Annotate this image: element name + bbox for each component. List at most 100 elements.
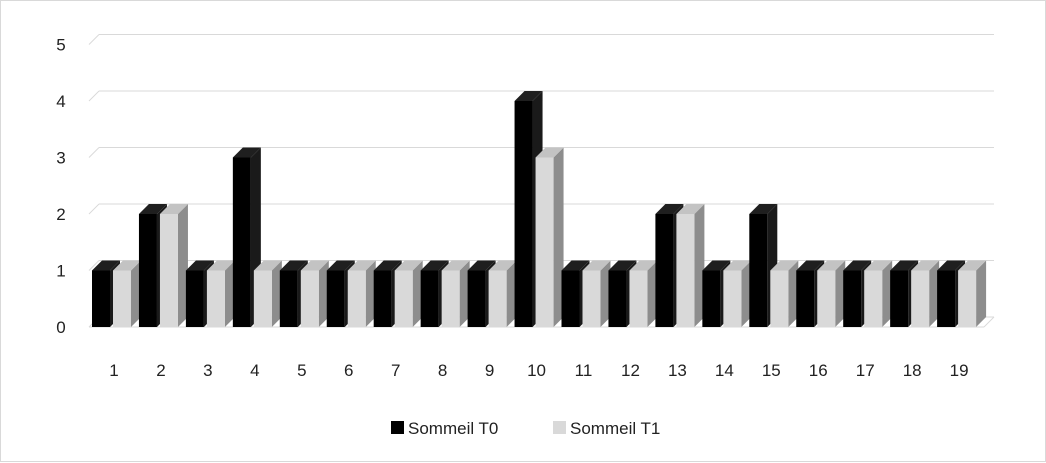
bar	[864, 260, 893, 327]
bar-front	[185, 270, 204, 327]
x-tick-label: 19	[950, 361, 969, 380]
bar-top	[864, 260, 893, 271]
bar	[817, 260, 846, 327]
bar-top	[232, 147, 261, 158]
bar-side	[835, 260, 846, 327]
bar-top	[770, 260, 799, 271]
bar-side	[365, 260, 376, 327]
bar-front	[911, 270, 930, 327]
bar-top	[279, 260, 308, 271]
bar-top	[958, 260, 987, 271]
bar-front	[488, 270, 507, 327]
bar-top	[467, 260, 496, 271]
bar-front	[676, 214, 695, 327]
bar	[253, 260, 282, 327]
bar-front	[138, 214, 157, 327]
bar	[488, 260, 517, 327]
bar	[347, 260, 376, 327]
bar	[300, 260, 329, 327]
bar-top	[326, 260, 355, 271]
bar-front	[749, 214, 768, 327]
bar-top	[843, 260, 872, 271]
bar-side	[318, 260, 329, 327]
bar-top	[159, 204, 188, 214]
bar-top	[535, 147, 564, 158]
x-tick-label: 6	[344, 361, 353, 380]
x-tick-label: 7	[391, 361, 400, 380]
bar-top	[723, 260, 752, 271]
x-tick-label: 2	[156, 361, 165, 380]
y-tick-label: 2	[56, 205, 65, 224]
bar-side	[506, 260, 517, 327]
floor-edge-depth	[983, 316, 995, 328]
bar-front	[629, 270, 648, 327]
bar-top	[890, 260, 919, 271]
bar	[394, 260, 423, 327]
bar-front	[702, 270, 721, 327]
gridline-depth	[88, 90, 100, 102]
bar-top	[937, 260, 966, 271]
y-tick-label: 3	[56, 149, 65, 168]
bar	[723, 260, 752, 327]
x-tick-label: 17	[856, 361, 875, 380]
gridline-depth	[88, 34, 100, 45]
bar-side	[412, 260, 423, 327]
bar-front	[958, 270, 977, 327]
y-tick-label: 0	[56, 318, 65, 337]
bar-front	[843, 270, 862, 327]
bar-front	[279, 270, 298, 327]
x-tick-label: 3	[203, 361, 212, 380]
bar	[535, 147, 564, 327]
bar-side	[177, 204, 188, 327]
bar	[582, 260, 611, 327]
bar-top	[608, 260, 637, 271]
bar-top	[113, 260, 141, 271]
bar-front	[159, 214, 178, 327]
bar-top	[676, 204, 705, 214]
x-tick-label: 8	[438, 361, 447, 380]
bar-top	[92, 260, 120, 271]
bar-top	[347, 260, 376, 271]
bar-front	[535, 157, 554, 327]
bar-front	[561, 270, 580, 327]
bar-side	[647, 260, 658, 327]
x-tick-label: 11	[575, 361, 593, 380]
bar-front	[300, 270, 319, 327]
bar-front	[723, 270, 742, 327]
bar-side	[694, 204, 705, 327]
bar-side	[553, 147, 564, 327]
bar-front	[655, 214, 674, 327]
bar	[911, 260, 940, 327]
bar-front	[796, 270, 815, 327]
x-tick-label: 14	[715, 361, 734, 380]
bar-top	[420, 260, 449, 271]
bar	[206, 260, 235, 327]
bar-front	[347, 270, 366, 327]
bar-side	[929, 260, 940, 327]
bar-side	[741, 260, 752, 327]
x-tick-label: 5	[297, 361, 306, 380]
y-axis: 0 1 2 3 4 5	[56, 36, 65, 338]
bar-front	[394, 270, 413, 327]
legend-label: Sommeil T0	[408, 419, 498, 438]
bar-side	[882, 260, 893, 327]
bar-front	[608, 270, 627, 327]
bar-front	[206, 270, 225, 327]
bar-front	[441, 270, 460, 327]
bar-top	[206, 260, 235, 271]
bar-front	[113, 270, 131, 327]
x-tick-label: 1	[109, 361, 118, 380]
legend-swatch	[553, 421, 566, 434]
bar-top	[796, 260, 825, 271]
bar-side	[459, 260, 470, 327]
bar-top	[561, 260, 590, 271]
bar-top	[629, 260, 658, 271]
bar-front	[937, 270, 956, 327]
bar-front	[864, 270, 883, 327]
legend-label: Sommeil T1	[570, 419, 660, 438]
x-tick-label: 12	[621, 361, 640, 380]
bar-top	[253, 260, 282, 271]
x-tick-label: 13	[668, 361, 687, 380]
bar-front	[890, 270, 909, 327]
